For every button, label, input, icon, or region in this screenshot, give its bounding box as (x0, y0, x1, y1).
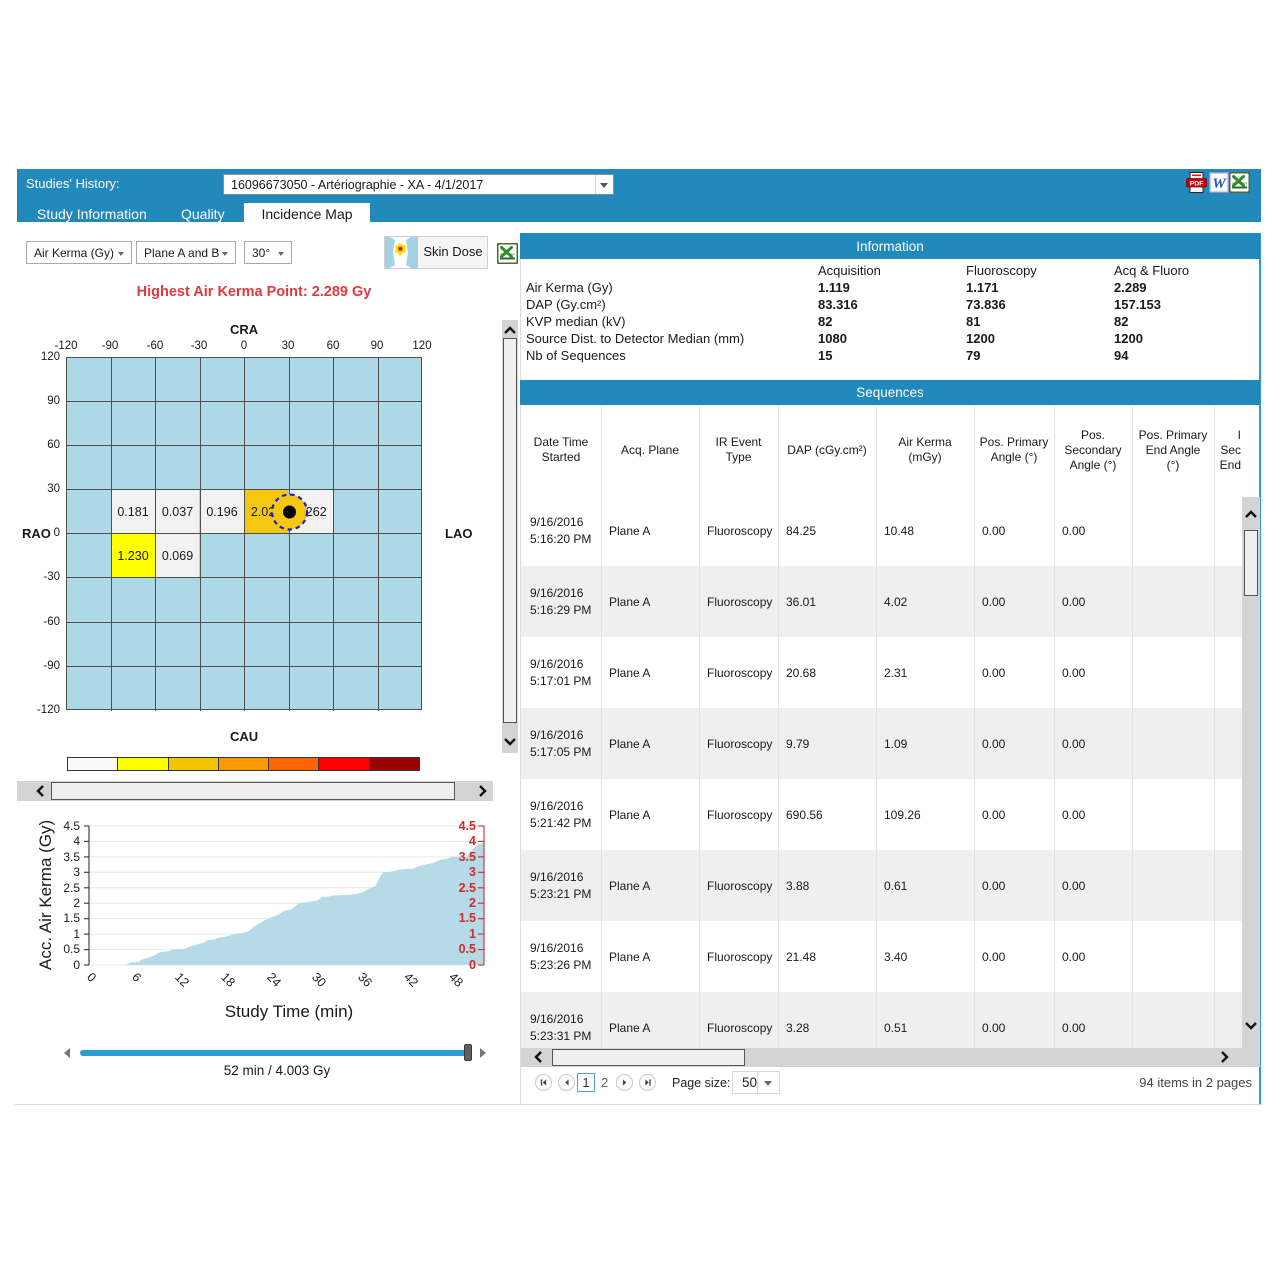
svg-text:PDF: PDF (1190, 181, 1204, 188)
svg-text:W: W (1212, 176, 1227, 192)
